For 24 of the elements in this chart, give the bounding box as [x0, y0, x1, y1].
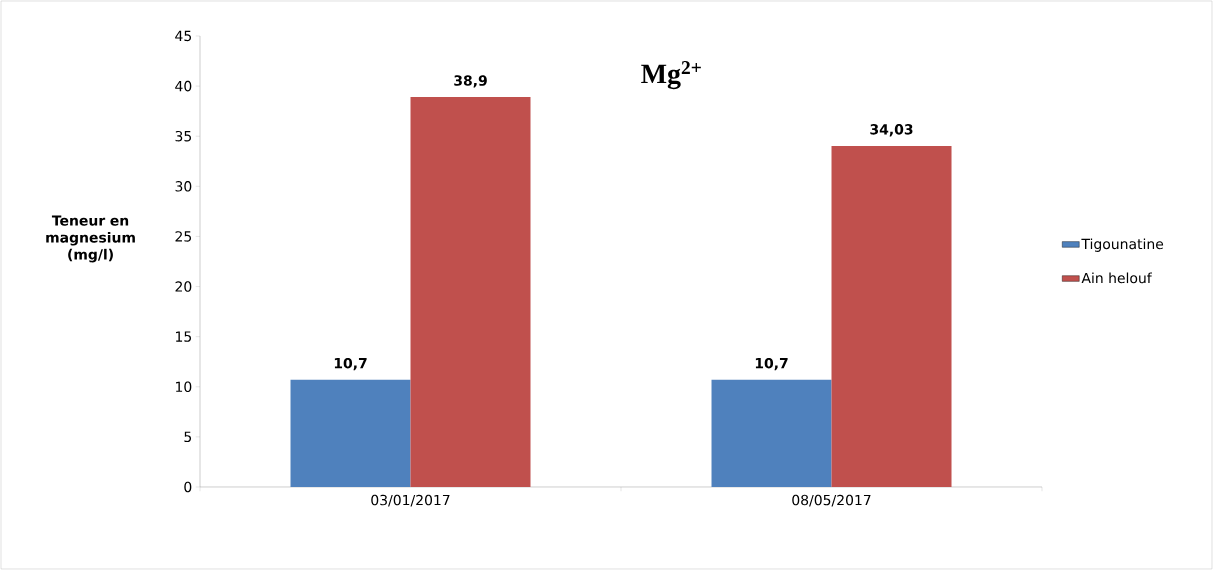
- y-tick-label: 10: [176, 381, 192, 393]
- y-tick-label: 5: [184, 431, 192, 443]
- y-tick-label: 20: [175, 281, 192, 292]
- y-tick-label: 30: [175, 181, 192, 192]
- data-label: 10,7: [755, 357, 788, 371]
- y-tick-label: 45: [175, 30, 192, 42]
- x-tick-label: 08/05/2017: [792, 494, 871, 507]
- bar: [711, 379, 832, 487]
- y-axis-title: Teneur en magnesium (mg/l): [46, 215, 135, 263]
- bar: [290, 379, 411, 487]
- data-label: 38,9: [454, 75, 487, 88]
- y-tick-label: 35: [175, 130, 192, 142]
- y-tick-label: 0: [184, 481, 192, 493]
- y-tick-label: 40: [175, 80, 192, 92]
- y-tick-label: 15: [176, 331, 192, 342]
- legend-label: Tigounatine: [1081, 238, 1164, 252]
- y-tick-label: 25: [175, 231, 192, 242]
- x-tick-label: 03/01/2017: [371, 494, 450, 507]
- legend-label: Ain helouf: [1081, 272, 1152, 284]
- bar: [831, 145, 952, 487]
- text: Mg$^{2+}$: [641, 61, 701, 90]
- data-label: 34,03: [870, 124, 913, 137]
- data-label: 10,7: [334, 357, 367, 371]
- bar: [410, 97, 531, 487]
